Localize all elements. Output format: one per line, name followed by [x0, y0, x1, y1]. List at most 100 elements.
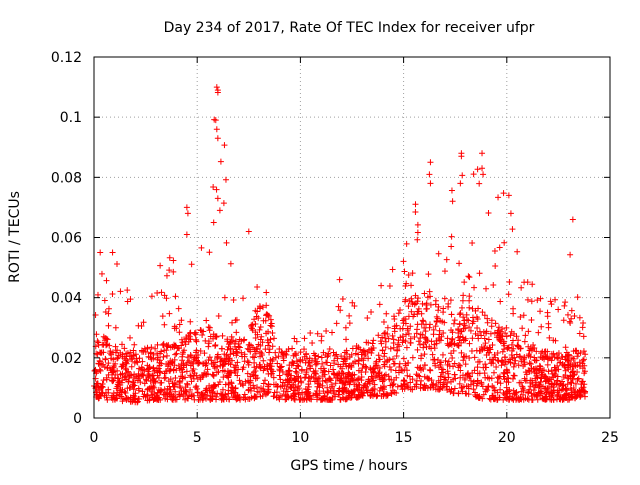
data-point — [542, 378, 549, 385]
data-point — [465, 385, 472, 392]
data-point — [550, 350, 557, 357]
data-point — [341, 349, 348, 356]
data-point — [354, 394, 361, 401]
data-point — [240, 295, 247, 302]
x-axis-label: GPS time / hours — [290, 458, 407, 474]
data-point — [181, 347, 188, 354]
data-point — [430, 356, 437, 363]
data-point — [439, 351, 446, 358]
data-point — [456, 380, 463, 387]
data-point — [493, 364, 500, 371]
data-point — [172, 293, 179, 300]
data-point — [490, 384, 497, 391]
data-point — [206, 249, 213, 256]
data-point — [395, 369, 402, 376]
data-point — [180, 393, 187, 400]
data-point — [414, 346, 421, 353]
data-point — [564, 396, 571, 403]
data-point — [319, 360, 326, 367]
data-point — [124, 287, 131, 294]
data-point — [572, 388, 579, 395]
data-point — [371, 386, 378, 393]
data-point — [457, 310, 464, 317]
data-point — [332, 374, 339, 381]
data-point — [117, 387, 124, 394]
data-point — [301, 346, 308, 353]
data-point — [367, 389, 374, 396]
data-point — [487, 396, 494, 403]
data-point — [186, 357, 193, 364]
data-point — [176, 345, 183, 352]
data-point — [354, 393, 361, 400]
data-point — [239, 380, 246, 387]
data-point — [294, 383, 301, 390]
data-point — [121, 345, 128, 352]
data-point — [497, 386, 504, 393]
data-point — [574, 294, 581, 301]
data-point — [426, 171, 433, 178]
data-point — [148, 344, 155, 351]
data-point — [295, 363, 302, 370]
data-point — [188, 261, 195, 268]
data-point — [257, 323, 264, 330]
data-point — [128, 363, 135, 370]
data-point — [297, 374, 304, 381]
data-point — [353, 383, 360, 390]
data-point — [432, 362, 439, 369]
data-point — [311, 378, 318, 385]
data-point — [336, 385, 343, 392]
data-point — [198, 244, 205, 251]
data-point — [378, 340, 385, 347]
data-point — [405, 359, 412, 366]
data-point — [533, 357, 540, 364]
data-point — [315, 353, 322, 360]
data-point — [499, 358, 506, 365]
x-tick-label: 5 — [193, 430, 202, 446]
data-point — [570, 348, 577, 355]
data-point — [483, 285, 490, 292]
data-point — [532, 391, 539, 398]
data-point — [205, 324, 212, 331]
data-point — [382, 344, 389, 351]
data-point — [329, 329, 336, 336]
data-point — [408, 308, 415, 315]
data-point — [508, 341, 515, 348]
data-point — [379, 347, 386, 354]
data-point — [515, 362, 522, 369]
data-point — [204, 392, 211, 399]
data-point — [98, 270, 105, 277]
data-point — [254, 388, 261, 395]
data-point — [280, 351, 287, 358]
data-point — [303, 350, 310, 357]
data-point — [552, 296, 559, 303]
data-point — [401, 385, 408, 392]
data-point — [230, 337, 237, 344]
data-point — [517, 313, 524, 320]
data-point — [347, 378, 354, 385]
data-point — [163, 352, 170, 359]
data-point — [228, 379, 235, 386]
data-point — [494, 330, 501, 337]
data-point — [184, 354, 191, 361]
data-point — [176, 391, 183, 398]
data-point — [495, 332, 502, 339]
data-point — [538, 323, 545, 330]
data-point — [162, 374, 169, 381]
data-point — [220, 361, 227, 368]
data-point — [270, 393, 277, 400]
data-point — [478, 332, 485, 339]
data-point — [463, 316, 470, 323]
data-point — [279, 369, 286, 376]
data-point — [162, 395, 169, 402]
data-point — [438, 369, 445, 376]
data-point — [351, 302, 358, 309]
data-point — [441, 268, 448, 275]
data-point — [505, 344, 512, 351]
data-point — [463, 353, 470, 360]
data-point — [500, 373, 507, 380]
data-point — [482, 388, 489, 395]
data-point — [482, 374, 489, 381]
data-point — [289, 345, 296, 352]
data-point — [415, 338, 422, 345]
data-point — [232, 394, 239, 401]
